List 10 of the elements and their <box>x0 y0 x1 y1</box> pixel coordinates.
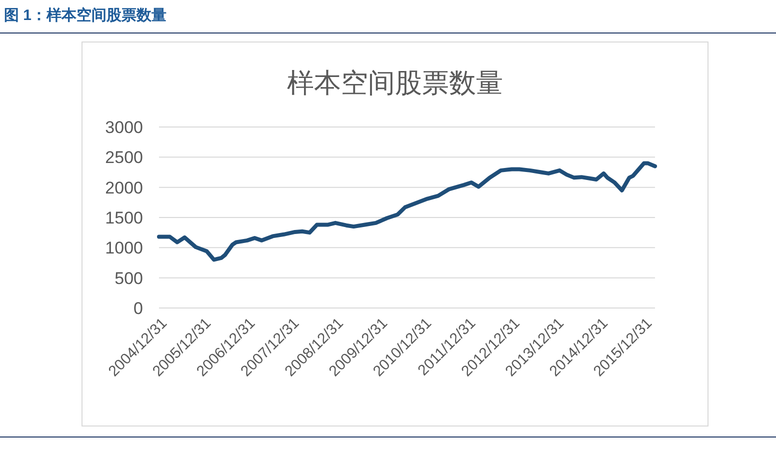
y-tick-label: 1000 <box>105 238 143 258</box>
y-tick-label: 2000 <box>105 178 143 198</box>
caption: 图 1：样本空间股票数量 <box>4 6 167 24</box>
chart-title: 样本空间股票数量 <box>287 68 503 98</box>
y-tick-label: 500 <box>114 268 143 288</box>
y-tick-label: 1500 <box>105 208 143 228</box>
y-tick-label: 0 <box>134 299 143 318</box>
y-tick-label: 2500 <box>105 148 143 168</box>
line-series <box>157 161 657 262</box>
y-tick-label: 3000 <box>105 118 143 137</box>
